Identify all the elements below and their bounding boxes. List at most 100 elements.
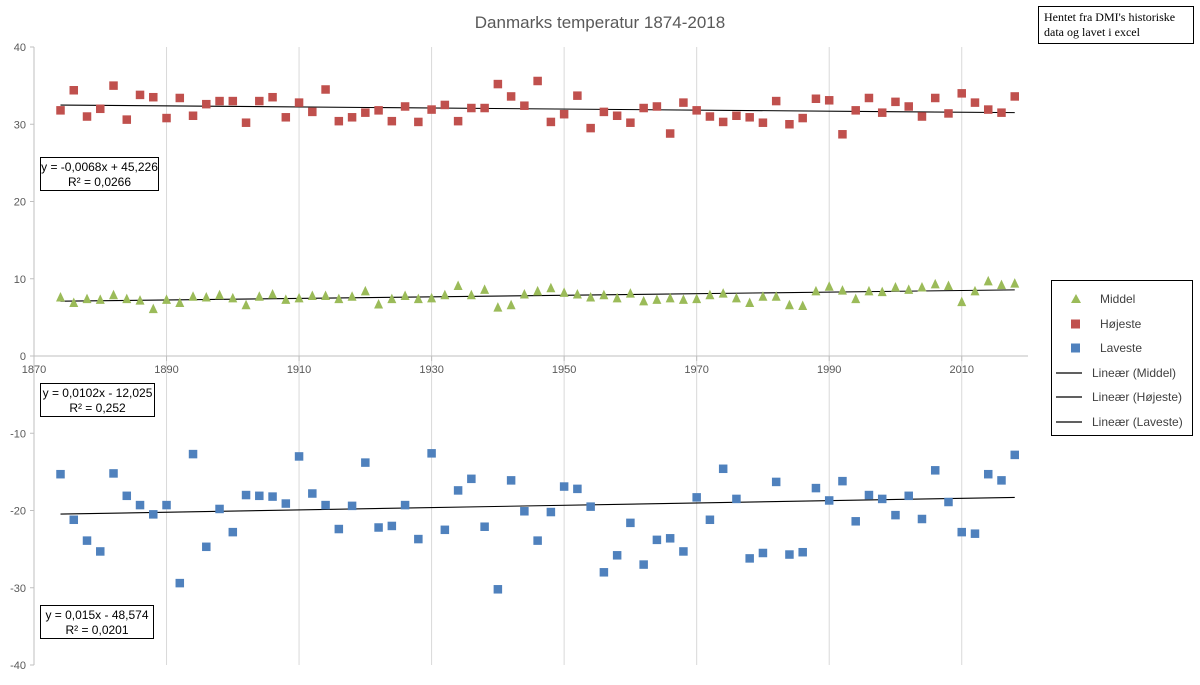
data-point xyxy=(506,476,516,485)
equation-box-laveste: y = 0,015x - 48,574 R² = 0,0201 xyxy=(40,605,154,639)
data-point xyxy=(241,490,251,500)
data-point xyxy=(360,285,370,296)
data-point xyxy=(56,106,65,115)
data-point xyxy=(149,510,158,519)
data-point xyxy=(162,500,171,510)
data-point xyxy=(215,504,224,514)
data-point xyxy=(56,292,66,302)
data-point xyxy=(374,523,383,532)
data-point xyxy=(334,116,344,126)
data-point xyxy=(599,289,609,300)
data-point xyxy=(506,299,516,310)
legend-marker xyxy=(1071,343,1080,353)
data-point xyxy=(254,291,264,301)
data-point xyxy=(268,492,277,501)
data-point xyxy=(175,578,185,588)
y-tick-label: 20 xyxy=(14,197,26,209)
legend-label: Lineær (Højeste) xyxy=(1092,390,1183,405)
data-point xyxy=(811,94,821,104)
x-tick-label: 1910 xyxy=(287,364,311,376)
data-point xyxy=(493,79,503,89)
data-point xyxy=(122,293,132,304)
legend-item: Middel xyxy=(1052,287,1192,312)
data-point xyxy=(559,482,569,491)
data-point xyxy=(679,98,688,107)
data-point xyxy=(228,527,238,537)
data-point xyxy=(983,275,993,286)
data-point xyxy=(1010,92,1019,101)
data-point xyxy=(679,547,688,556)
data-point xyxy=(149,92,158,102)
data-point xyxy=(559,109,569,119)
data-point xyxy=(308,489,317,498)
y-tick-label: 40 xyxy=(14,42,26,54)
data-point xyxy=(705,289,715,300)
data-point xyxy=(917,112,927,121)
data-point xyxy=(374,298,384,309)
data-point xyxy=(718,117,728,127)
data-point xyxy=(665,534,675,543)
data-point xyxy=(440,100,450,110)
data-point xyxy=(321,290,331,300)
data-point xyxy=(824,281,834,291)
x-tick-label: 1870 xyxy=(22,364,46,376)
equation-text: y = 0,015x - 48,574 xyxy=(45,608,149,622)
legend-swatch-line-icon xyxy=(1056,372,1082,374)
data-point xyxy=(904,102,913,111)
data-point xyxy=(148,303,158,314)
data-point xyxy=(135,90,145,100)
data-point xyxy=(837,285,847,295)
data-point xyxy=(877,286,887,297)
data-point xyxy=(427,105,436,114)
data-point xyxy=(798,300,808,311)
data-point xyxy=(96,104,105,114)
data-point xyxy=(838,476,847,486)
data-point xyxy=(387,521,397,531)
data-point xyxy=(480,284,490,294)
data-point xyxy=(69,297,79,307)
data-point xyxy=(308,107,317,117)
data-point xyxy=(533,536,542,545)
data-points xyxy=(56,76,1020,594)
series-højeste xyxy=(56,76,1019,139)
data-point xyxy=(824,96,834,105)
y-tick-label: -40 xyxy=(10,660,26,672)
equation-text: y = 0,0102x - 12,025 xyxy=(42,386,153,400)
data-point xyxy=(851,517,860,526)
data-point xyxy=(851,106,860,115)
data-point xyxy=(824,496,834,505)
r-squared-text: R² = 0,0201 xyxy=(65,623,129,637)
data-point xyxy=(109,289,119,300)
data-point xyxy=(652,294,662,304)
legend-label: Middel xyxy=(1100,292,1136,307)
data-point xyxy=(891,97,900,107)
data-point xyxy=(467,474,476,484)
data-point xyxy=(546,117,556,127)
data-point xyxy=(864,490,874,500)
data-point xyxy=(241,299,251,310)
data-point xyxy=(453,280,463,290)
data-point xyxy=(175,297,185,307)
data-point xyxy=(625,288,635,298)
data-point xyxy=(944,497,953,507)
data-point xyxy=(109,81,118,90)
legend-swatch-line-icon xyxy=(1056,396,1082,398)
data-point xyxy=(1010,278,1020,288)
data-point xyxy=(122,491,132,501)
data-point xyxy=(930,466,940,475)
data-point xyxy=(692,106,701,115)
data-point xyxy=(957,89,966,98)
y-tick-label: -20 xyxy=(10,506,26,518)
data-point xyxy=(586,123,595,133)
data-point xyxy=(82,536,92,545)
data-point xyxy=(135,500,145,510)
source-note-box: Hentet fra DMI's historiske data og lave… xyxy=(1038,6,1194,44)
data-point xyxy=(573,484,582,494)
data-point xyxy=(453,486,463,495)
data-point xyxy=(69,86,79,95)
data-point xyxy=(572,288,582,299)
x-tick-label: 1930 xyxy=(419,364,443,376)
data-point xyxy=(891,510,900,520)
data-point xyxy=(480,522,489,531)
data-point xyxy=(771,291,781,301)
